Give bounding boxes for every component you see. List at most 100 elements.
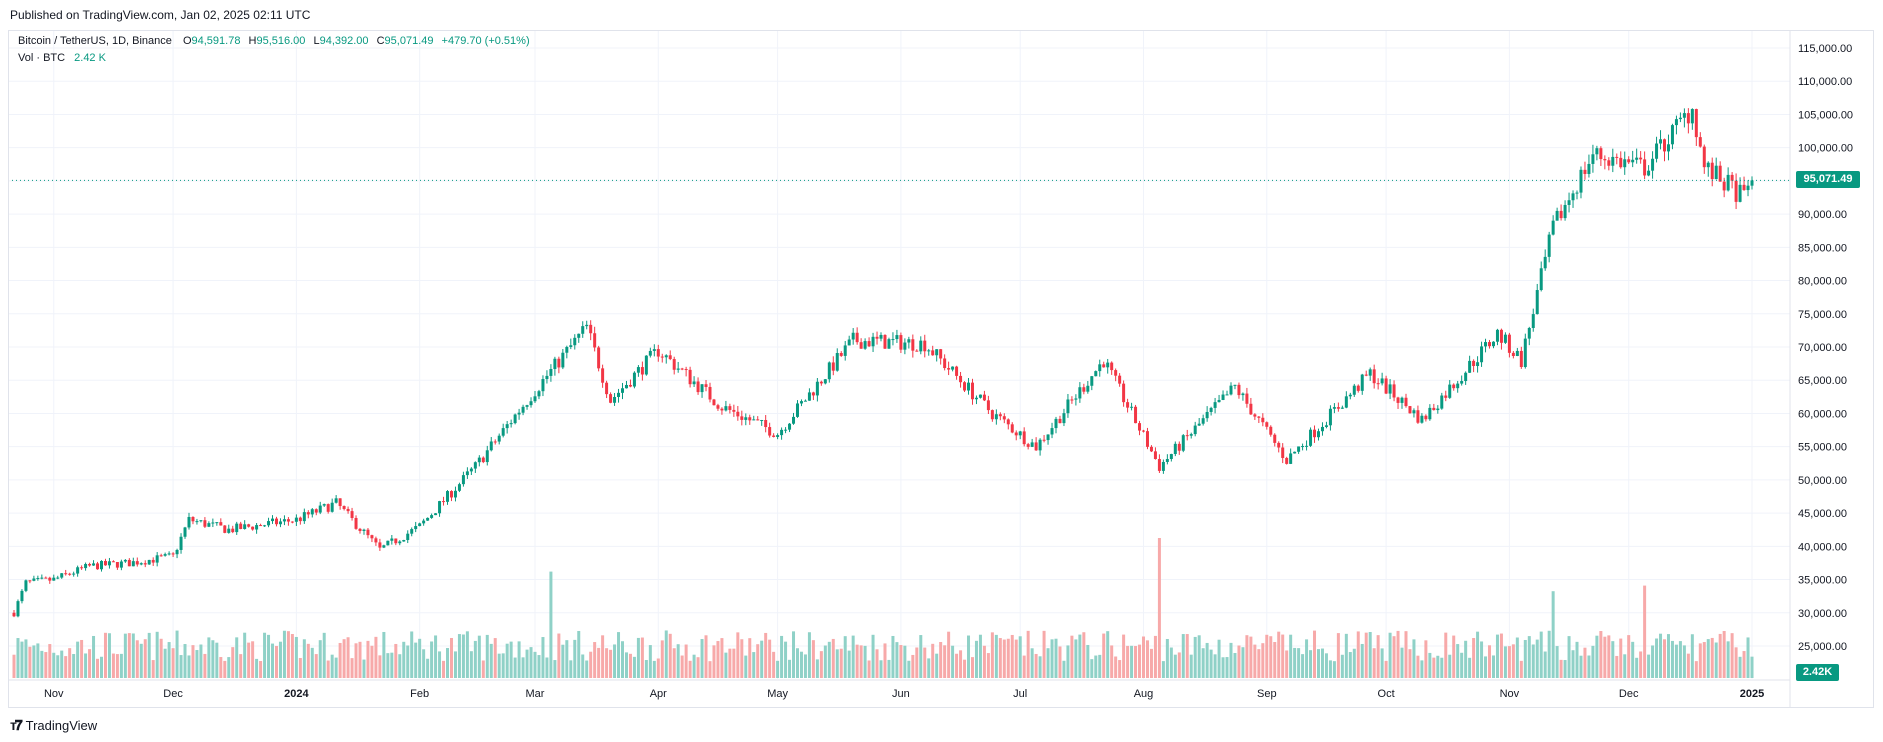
candle-body bbox=[545, 375, 549, 380]
candle-body bbox=[131, 561, 135, 567]
volume-bar bbox=[644, 660, 648, 678]
volume-bar bbox=[235, 637, 239, 678]
candle-body bbox=[40, 577, 44, 579]
candle-body bbox=[1030, 442, 1034, 447]
candle-body bbox=[1547, 234, 1551, 257]
candle-body bbox=[354, 517, 358, 529]
candle-body bbox=[52, 577, 56, 581]
candle-body bbox=[613, 396, 617, 403]
volume-bar bbox=[1074, 639, 1078, 678]
candle-body bbox=[955, 366, 959, 376]
volume-bar bbox=[919, 635, 923, 678]
volume-bar bbox=[1380, 648, 1384, 678]
volume-bar bbox=[501, 653, 505, 678]
candle-body bbox=[1122, 383, 1126, 403]
candle-body bbox=[1372, 369, 1376, 384]
volume-bar bbox=[147, 632, 151, 678]
volume-bar bbox=[286, 631, 290, 678]
time-tick-label: Feb bbox=[410, 688, 429, 700]
volume-bar bbox=[569, 660, 573, 678]
volume-bar bbox=[640, 637, 644, 678]
candle-body bbox=[788, 423, 792, 430]
candle-body bbox=[1635, 157, 1639, 160]
volume-bar bbox=[780, 635, 784, 678]
candle-body bbox=[879, 334, 883, 339]
candle-body bbox=[744, 417, 748, 420]
volume-bar bbox=[799, 651, 803, 678]
candle-body bbox=[64, 573, 68, 575]
candle-body bbox=[951, 366, 955, 370]
volume-bar bbox=[1627, 635, 1631, 678]
volume-bar bbox=[390, 652, 394, 678]
volume-bar bbox=[314, 654, 318, 678]
candle-body bbox=[712, 399, 716, 406]
tradingview-footer[interactable]: ᴛ𝟕 TradingView bbox=[10, 717, 97, 734]
candle-body bbox=[931, 350, 935, 356]
candle-body bbox=[80, 567, 84, 569]
chart-frame bbox=[8, 30, 1874, 708]
candlestick-chart[interactable]: 115,000.00 110,000.00 105,000.00 100,000.00… bbox=[8, 30, 1874, 708]
candle-body bbox=[696, 381, 700, 393]
candle-body bbox=[672, 359, 676, 370]
volume-bar bbox=[795, 648, 799, 678]
candle-body bbox=[1348, 394, 1352, 397]
time-axis: Nov Dec 2024 Feb Mar Apr May Jun Jul Aug Sep Oct Nov… bbox=[44, 688, 1764, 700]
candle-body bbox=[68, 573, 72, 575]
candle-body bbox=[446, 491, 450, 502]
volume-bar bbox=[664, 630, 668, 678]
volume-bar bbox=[1714, 642, 1718, 678]
candle-body bbox=[947, 368, 951, 370]
candle-body bbox=[724, 406, 728, 411]
open-value: 94,591.78 bbox=[191, 35, 241, 47]
candle-body bbox=[1527, 328, 1531, 339]
volume-bar bbox=[1543, 651, 1547, 678]
price-tick-label: 40,000.00 bbox=[1798, 541, 1847, 553]
volume-bar bbox=[406, 645, 410, 678]
volume-bar bbox=[1201, 648, 1205, 678]
candle-body bbox=[748, 417, 752, 421]
candle-body bbox=[1213, 402, 1217, 408]
volume-bar bbox=[294, 636, 298, 678]
volume-bar bbox=[1491, 655, 1495, 678]
volume-bar bbox=[692, 654, 696, 678]
candle-body bbox=[1384, 378, 1388, 394]
candle-body bbox=[1507, 334, 1511, 353]
candle-body bbox=[302, 512, 306, 522]
volume-bar bbox=[807, 632, 811, 678]
volume-bar bbox=[64, 656, 68, 678]
symbol-label[interactable]: Bitcoin / TetherUS, 1D, Binance bbox=[18, 35, 172, 47]
candle-body bbox=[1543, 256, 1547, 269]
volume-label[interactable]: Vol · BTC bbox=[18, 52, 66, 64]
candle-body bbox=[322, 504, 326, 506]
volume-bar bbox=[1273, 642, 1277, 678]
volume-bar bbox=[1006, 638, 1010, 678]
volume-bar bbox=[1277, 631, 1281, 678]
candle-body bbox=[1340, 407, 1344, 409]
volume-bar bbox=[1535, 639, 1539, 678]
candle-body bbox=[163, 554, 167, 556]
volume-bar bbox=[724, 652, 728, 678]
candle-body bbox=[358, 528, 362, 531]
candle-body bbox=[318, 505, 322, 513]
volume-bar bbox=[831, 638, 835, 678]
candle-body bbox=[1352, 385, 1356, 395]
candle-body bbox=[215, 522, 219, 524]
volume-bar bbox=[1472, 638, 1476, 678]
candle-body bbox=[557, 358, 561, 368]
volume-bar bbox=[815, 659, 819, 678]
candle-body bbox=[1396, 397, 1400, 403]
candle-body bbox=[378, 542, 382, 548]
candle-body bbox=[867, 341, 871, 347]
volume-bar bbox=[1607, 635, 1611, 678]
candle-body bbox=[1480, 346, 1484, 363]
volume-bar bbox=[477, 635, 481, 678]
volume-bar bbox=[1209, 649, 1213, 678]
price-tick-label: 55,000.00 bbox=[1798, 442, 1847, 454]
candle-body bbox=[1730, 174, 1734, 181]
candle-body bbox=[1293, 451, 1297, 454]
volume-bar bbox=[223, 660, 227, 678]
volume-bar bbox=[1002, 639, 1006, 678]
candle-body bbox=[1571, 193, 1575, 201]
candle-body bbox=[1627, 159, 1631, 163]
candle-body bbox=[1440, 395, 1444, 409]
